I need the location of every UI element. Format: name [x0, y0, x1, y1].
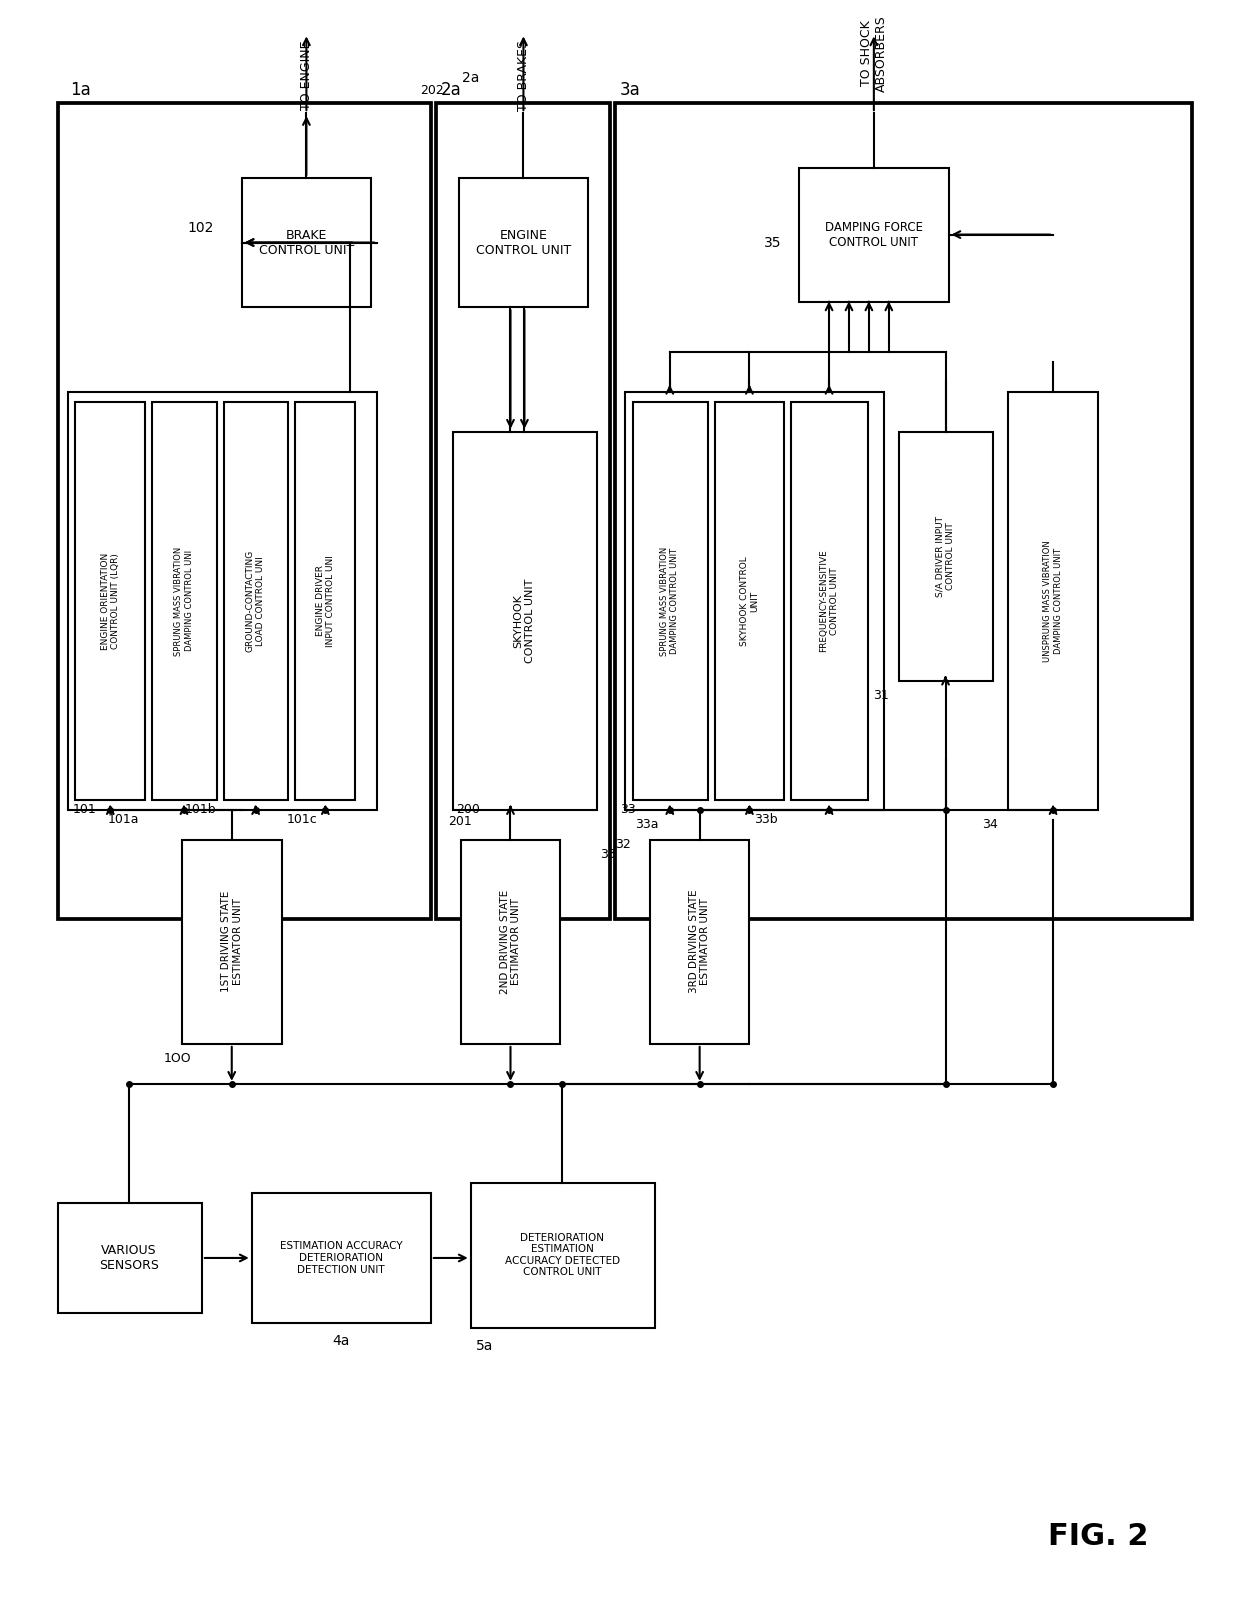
Bar: [435, 103, 610, 919]
Text: 101b: 101b: [185, 803, 217, 816]
Bar: [899, 431, 993, 681]
Bar: [76, 402, 145, 800]
Text: SPRUNG MASS VIBRATION
DAMPING CONTROL UNI: SPRUNG MASS VIBRATION DAMPING CONTROL UN…: [175, 547, 193, 655]
Text: 102: 102: [187, 220, 213, 235]
Text: 3a: 3a: [620, 80, 641, 100]
Text: 1a: 1a: [71, 80, 92, 100]
Text: 33a: 33a: [635, 819, 658, 832]
Text: 1ST DRIVING STATE
ESTIMATOR UNIT: 1ST DRIVING STATE ESTIMATOR UNIT: [221, 891, 243, 993]
Bar: [68, 393, 377, 809]
Bar: [295, 402, 355, 800]
Text: 101: 101: [72, 803, 97, 816]
Bar: [453, 431, 598, 809]
Text: TO SHOCK
ABSORBERS: TO SHOCK ABSORBERS: [859, 14, 888, 92]
Text: ENGINE
CONTROL UNIT: ENGINE CONTROL UNIT: [476, 228, 572, 256]
Text: UNSPRUNG MASS VIBRATION
DAMPING CONTROL UNIT: UNSPRUNG MASS VIBRATION DAMPING CONTROL …: [1043, 541, 1063, 661]
Text: ENGINE ORIENTATION
CONTROL UNIT (LQR): ENGINE ORIENTATION CONTROL UNIT (LQR): [100, 552, 120, 650]
Bar: [461, 840, 560, 1044]
Text: 34: 34: [982, 819, 998, 832]
Bar: [800, 167, 949, 302]
Bar: [153, 402, 217, 800]
Text: 4a: 4a: [332, 1334, 350, 1348]
Text: 200: 200: [456, 803, 480, 816]
Bar: [57, 1204, 202, 1313]
Text: SKYHOOK
CONTROL UNIT: SKYHOOK CONTROL UNIT: [513, 579, 536, 663]
Bar: [615, 103, 1193, 919]
Bar: [57, 103, 430, 919]
Text: GROUND-CONTACTING
LOAD CONTROL UNI: GROUND-CONTACTING LOAD CONTROL UNI: [246, 550, 265, 652]
Bar: [1008, 393, 1097, 809]
Text: ENGINE DRIVER
INPUT CONTROL UNI: ENGINE DRIVER INPUT CONTROL UNI: [316, 555, 335, 647]
Text: BRAKE
CONTROL UNIT: BRAKE CONTROL UNIT: [259, 228, 355, 256]
Text: 32: 32: [615, 838, 631, 851]
Text: SKYHOOK CONTROL
UNIT: SKYHOOK CONTROL UNIT: [740, 557, 759, 645]
Bar: [632, 402, 708, 800]
Text: 33: 33: [600, 848, 616, 861]
Bar: [650, 840, 749, 1044]
Text: 101c: 101c: [286, 814, 317, 827]
Text: 5a: 5a: [476, 1339, 494, 1353]
Bar: [714, 402, 784, 800]
Text: 33: 33: [620, 803, 636, 816]
Text: DAMPING FORCE
CONTROL UNIT: DAMPING FORCE CONTROL UNIT: [825, 220, 923, 248]
Text: 2ND DRIVING STATE
ESTIMATOR UNIT: 2ND DRIVING STATE ESTIMATOR UNIT: [500, 890, 521, 993]
Text: 2a: 2a: [461, 71, 479, 85]
Text: 35: 35: [764, 235, 782, 249]
Text: DETERIORATION
ESTIMATION
ACCURACY DETECTED
CONTROL UNIT: DETERIORATION ESTIMATION ACCURACY DETECT…: [505, 1232, 620, 1278]
Text: S/A DRIVER INPUT
CONTROL UNIT: S/A DRIVER INPUT CONTROL UNIT: [936, 515, 955, 597]
Text: TO BRAKES: TO BRAKES: [517, 40, 529, 111]
Text: FREQUENCY-SENSITIVE
CONTROL UNIT: FREQUENCY-SENSITIVE CONTROL UNIT: [820, 550, 838, 652]
Text: 31: 31: [873, 689, 889, 702]
Text: FIG. 2: FIG. 2: [1048, 1522, 1148, 1551]
Text: 101a: 101a: [108, 814, 139, 827]
Bar: [791, 402, 868, 800]
Text: 202: 202: [420, 84, 444, 97]
Text: TO ENGINE: TO ENGINE: [300, 40, 312, 109]
Text: SPRUNG MASS VIBRATION
DAMPING CONTROL UNIT: SPRUNG MASS VIBRATION DAMPING CONTROL UN…: [660, 547, 680, 655]
Text: 3RD DRIVING STATE
ESTIMATOR UNIT: 3RD DRIVING STATE ESTIMATOR UNIT: [689, 890, 711, 993]
Text: 201: 201: [448, 816, 471, 829]
Bar: [223, 402, 289, 800]
Bar: [625, 393, 884, 809]
Bar: [471, 1183, 655, 1327]
Text: 2a: 2a: [440, 80, 461, 100]
Bar: [252, 1194, 430, 1323]
Bar: [242, 179, 371, 307]
Text: 33b: 33b: [754, 814, 777, 827]
Bar: [182, 840, 281, 1044]
Text: VARIOUS
SENSORS: VARIOUS SENSORS: [99, 1244, 159, 1273]
Text: ESTIMATION ACCURACY
DETERIORATION
DETECTION UNIT: ESTIMATION ACCURACY DETERIORATION DETECT…: [280, 1242, 403, 1274]
Text: 1OO: 1OO: [164, 1052, 191, 1065]
Bar: [459, 179, 588, 307]
